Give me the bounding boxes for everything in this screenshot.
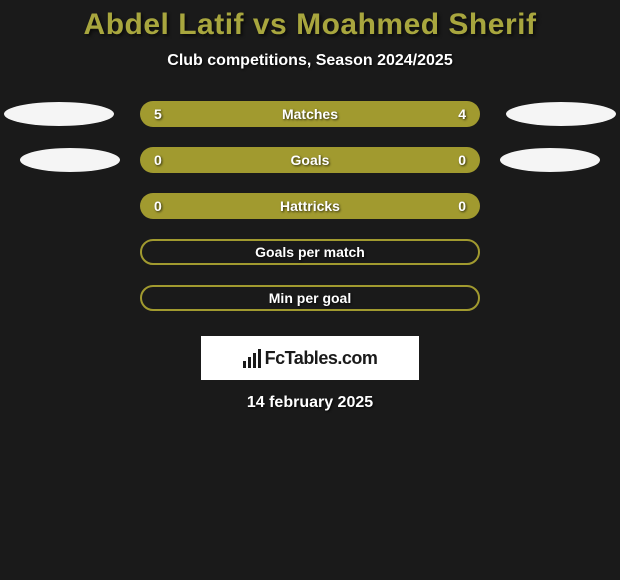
stat-label: Goals per match	[255, 244, 365, 260]
stat-label: Hattricks	[280, 198, 340, 214]
stat-row: 0 Goals 0	[0, 144, 620, 190]
bar-chart-icon	[243, 348, 261, 368]
stat-label: Goals	[291, 152, 330, 168]
page-title: Abdel Latif vs Moahmed Sherif	[0, 8, 620, 42]
stat-value-left: 5	[154, 106, 162, 122]
stat-bar: Min per goal	[140, 285, 480, 311]
player-avatar-right	[506, 102, 616, 126]
watermark-text: FcTables.com	[265, 348, 378, 369]
stat-row: Min per goal	[0, 282, 620, 328]
stat-bar: 0 Goals 0	[140, 147, 480, 173]
stat-row: 5 Matches 4	[0, 98, 620, 144]
stat-value-right: 0	[458, 152, 466, 168]
stats-area: 5 Matches 4 0 Goals 0 0 Hattricks 0 Goals per mat…	[0, 98, 620, 328]
stat-bar: 0 Hattricks 0	[140, 193, 480, 219]
comparison-card: Abdel Latif vs Moahmed Sherif Club compe…	[0, 0, 620, 412]
stat-value-right: 4	[458, 106, 466, 122]
page-subtitle: Club competitions, Season 2024/2025	[0, 52, 620, 70]
stat-bar: Goals per match	[140, 239, 480, 265]
stat-row: Goals per match	[0, 236, 620, 282]
player-avatar-left	[20, 148, 120, 172]
player-avatar-left	[4, 102, 114, 126]
stat-label: Min per goal	[269, 290, 351, 306]
stat-value-left: 0	[154, 198, 162, 214]
stat-value-right: 0	[458, 198, 466, 214]
stat-value-left: 0	[154, 152, 162, 168]
stat-label: Matches	[282, 106, 338, 122]
stat-bar: 5 Matches 4	[140, 101, 480, 127]
watermark-badge: FcTables.com	[201, 336, 419, 380]
stat-row: 0 Hattricks 0	[0, 190, 620, 236]
footer-date: 14 february 2025	[0, 394, 620, 412]
player-avatar-right	[500, 148, 600, 172]
